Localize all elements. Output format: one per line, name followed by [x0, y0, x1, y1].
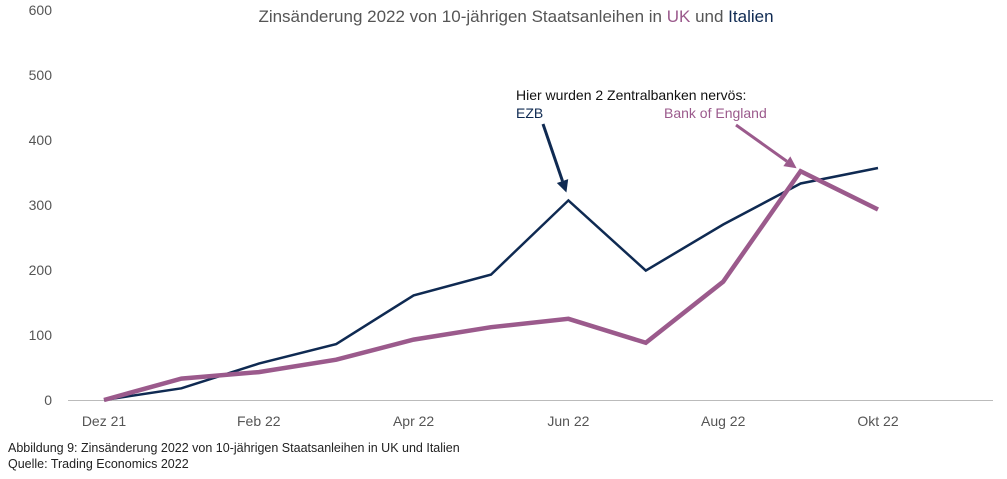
y-tick-label-300: 300	[29, 197, 53, 213]
y-axis: 0 100 200 300 400 500 600	[29, 2, 53, 408]
y-tick-label-0: 0	[44, 392, 52, 408]
y-tick-label-400: 400	[29, 132, 53, 148]
y-tick-label-100: 100	[29, 327, 53, 343]
y-tick-label-500: 500	[29, 67, 53, 83]
arrow-boe	[735, 123, 797, 169]
y-tick-label-200: 200	[29, 262, 53, 278]
x-tick-label-okt-22: Okt 22	[857, 413, 898, 429]
arrow-ezb	[541, 123, 569, 193]
figure-caption: Abbildung 9: Zinsänderung 2022 von 10-jä…	[8, 441, 460, 455]
chart-title-middle: und	[690, 7, 728, 26]
annotation-boe: Bank of England	[664, 105, 767, 121]
chart-title-prefix: Zinsänderung 2022 von 10-jährigen Staats…	[258, 7, 666, 26]
x-tick-label-feb-22: Feb 22	[237, 413, 281, 429]
x-tick-label-dez-21: Dez 21	[82, 413, 127, 429]
series-line-uk	[103, 168, 879, 403]
x-axis: Dez 21 Feb 22 Apr 22 Jun 22 Aug 22 Okt 22	[82, 413, 899, 429]
chart-title-uk: UK	[667, 7, 691, 26]
y-tick-label-600: 600	[29, 2, 53, 18]
annotation-headline: Hier wurden 2 Zentralbanken nervös:	[516, 87, 746, 103]
x-tick-label-aug-22: Aug 22	[701, 413, 746, 429]
series-layer	[103, 166, 879, 403]
annotations: Hier wurden 2 Zentralbanken nervös: EZB …	[516, 87, 797, 193]
source-caption: Quelle: Trading Economics 2022	[8, 457, 189, 471]
annotation-ezb: EZB	[516, 105, 543, 121]
chart-title: Zinsänderung 2022 von 10-jährigen Staats…	[258, 7, 773, 26]
chart-title-italy: Italien	[728, 7, 773, 26]
x-tick-label-jun-22: Jun 22	[547, 413, 589, 429]
series-line-it	[103, 166, 879, 402]
x-tick-label-apr-22: Apr 22	[393, 413, 434, 429]
line-chart: Zinsänderung 2022 von 10-jährigen Staats…	[29, 2, 993, 429]
